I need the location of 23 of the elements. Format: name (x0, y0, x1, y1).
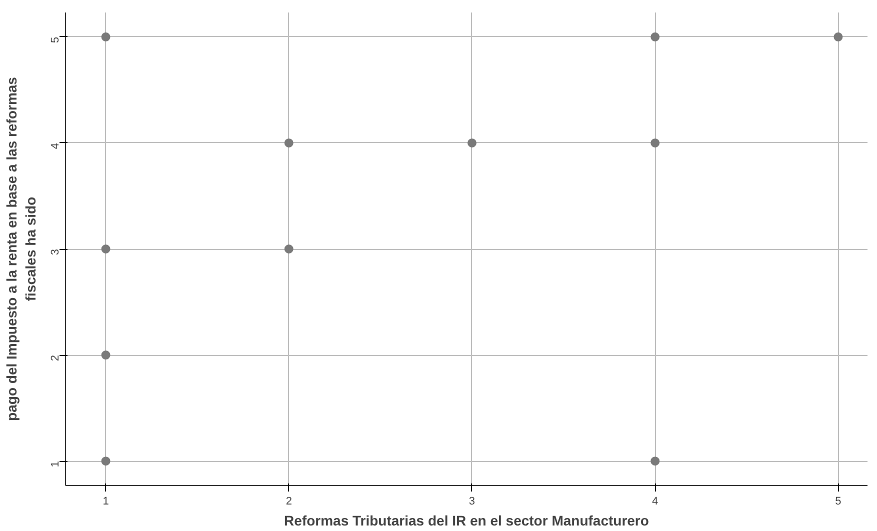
x-axis-title: Reformas Tributarias del IR en el sector Manufacturero (284, 512, 649, 528)
x-tick-label: 3 (468, 496, 476, 508)
point (650, 32, 660, 42)
x-tick-label: 1 (102, 496, 109, 508)
y-tick-label: 4 (50, 142, 62, 150)
point (101, 244, 110, 254)
x-tick-label: 4 (652, 496, 658, 508)
point (834, 32, 843, 42)
y-axis-title: pago del Impuesto a la renta en base a las reformas fiscales ha sido (3, 76, 38, 421)
y-tick-label: 1 (50, 461, 62, 468)
point (650, 456, 660, 466)
y-tick-label: 5 (50, 36, 62, 44)
x-tick-label: 2 (286, 496, 292, 508)
point (101, 456, 110, 466)
point (284, 244, 294, 254)
y-tick-label: 3 (50, 248, 62, 256)
point (467, 138, 476, 148)
point (101, 350, 110, 360)
y-tick-label: 2 (50, 355, 62, 362)
x-tick-label: 5 (835, 496, 842, 508)
point (650, 138, 660, 148)
point (101, 32, 110, 42)
point (284, 138, 294, 148)
